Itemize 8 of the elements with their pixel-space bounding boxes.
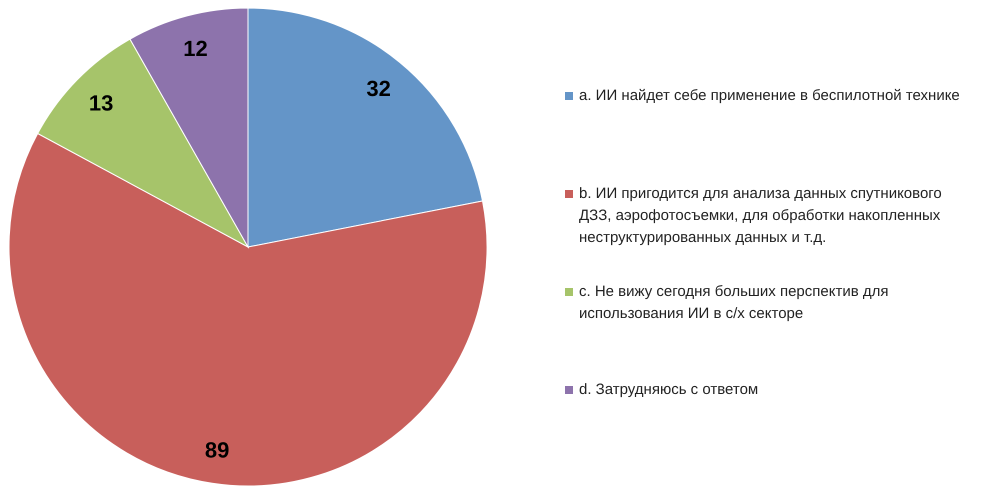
legend-label: b. ИИ пригодится для анализа данных спутникового ДЗЗ, аэрофотосъемки, для обработки накопленных неструктурированных данных и т.д. (579, 184, 943, 248)
legend-label: c. Не вижу сегодня больших перспектив для использования ИИ в с/х секторе (579, 282, 890, 324)
legend-label: d. Затрудняюсь с ответом (579, 380, 758, 400)
data-label: 89 (204, 438, 230, 463)
data-label: 12 (183, 36, 208, 61)
legend-label: a. ИИ найдет себе применение в беспилотной технике (579, 86, 960, 106)
data-label: 32 (366, 76, 391, 101)
data-label: 13 (88, 90, 114, 116)
